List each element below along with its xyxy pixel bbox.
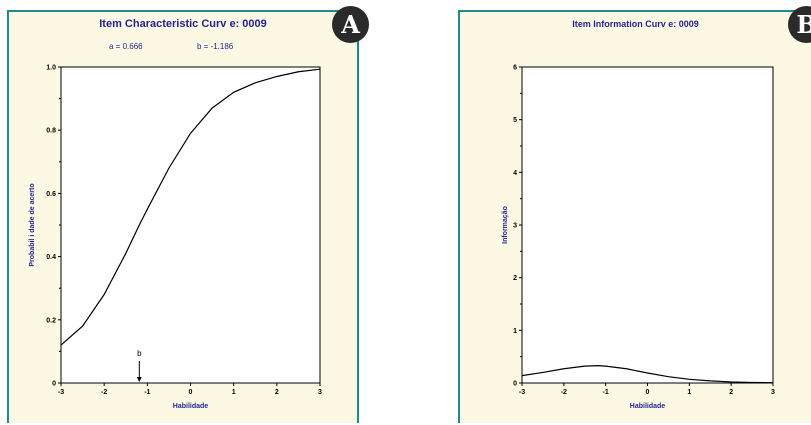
icc-chart: 0 0.2 0.4 0.6 0.8 1.0 -3 -2 -1 0 1 2 3 Habilidade Prob…	[29, 65, 322, 411]
badge-a: A	[332, 6, 369, 43]
x-tick-label: -3	[58, 389, 64, 396]
param-b: b = -1.186	[197, 42, 234, 51]
y-tick-label: 4	[513, 170, 517, 177]
y-axis-label: Informação	[502, 206, 509, 244]
y-tick-label: 1	[513, 328, 517, 335]
x-tick-label: 3	[771, 389, 775, 396]
b-marker-arrow	[136, 377, 142, 382]
x-tick-label: 2	[729, 389, 733, 396]
y-tick-label: 0.8	[46, 128, 56, 135]
panel-item-characteristic-curve: Item Characteristic Curv e: 0009 a = 0.6…	[7, 10, 359, 423]
x-tick-label: -1	[603, 389, 609, 396]
x-tick-label: 1	[232, 389, 236, 396]
x-tick-label: 0	[646, 389, 650, 396]
series-line	[60, 68, 321, 346]
x-tick-label: 1	[687, 389, 691, 396]
param-a: a = 0.666	[109, 42, 143, 51]
y-tick-label: 5	[513, 117, 517, 124]
x-tick-label: 0	[189, 389, 193, 396]
y-tick-label: 0.6	[46, 191, 56, 198]
y-tick-label: 2	[513, 275, 517, 282]
y-tick-label: 1.0	[46, 65, 56, 72]
x-tick-label: -1	[144, 389, 150, 396]
y-tick-label: 0.2	[46, 317, 56, 324]
y-tick-label: 6	[513, 65, 517, 72]
series-line	[521, 365, 774, 384]
plot-area	[60, 66, 321, 384]
x-tick-label: -2	[101, 389, 107, 396]
panel-item-information-curve: Item Information Curv e: 0009 0 1 2 3 4 5 6 -3 -…	[458, 10, 811, 423]
x-tick-label: -2	[561, 389, 567, 396]
iic-chart: 0 1 2 3 4 5 6 -3 -2 -1 0 1 2 3 Habilidade Informação	[502, 65, 775, 411]
y-tick-label: 0.4	[46, 254, 56, 261]
b-marker-label: b	[137, 349, 142, 358]
chart-title: Item Characteristic Curv e: 0009	[99, 18, 267, 30]
x-axis-label: Habilidade	[173, 403, 209, 410]
y-tick-label: 3	[513, 223, 517, 230]
y-axis-label: Probabil i dade de acerto	[29, 183, 36, 266]
x-tick-label: 3	[318, 389, 322, 396]
plot-area	[521, 66, 774, 384]
y-tick-label: 0	[513, 381, 517, 388]
x-tick-label: 2	[275, 389, 279, 396]
chart-title: Item Information Curv e: 0009	[572, 19, 699, 29]
x-tick-label: -3	[519, 389, 525, 396]
y-tick-label: 0	[52, 381, 56, 388]
x-axis-label: Habilidade	[630, 403, 666, 410]
badge-b: B	[788, 6, 811, 43]
